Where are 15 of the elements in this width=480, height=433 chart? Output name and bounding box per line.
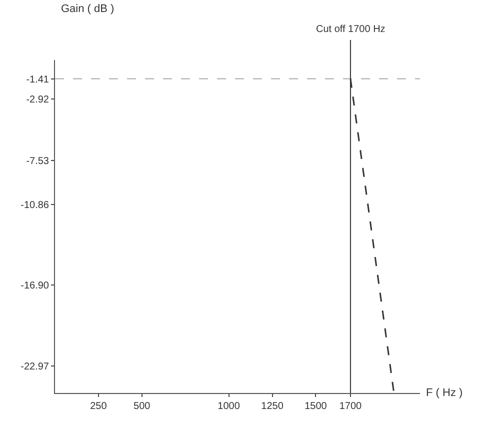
- x-tick-label: 1700: [339, 401, 362, 412]
- x-tick-label: 250: [90, 401, 108, 412]
- x-tick-label: 1500: [304, 401, 328, 412]
- x-tick-label: 500: [134, 401, 151, 412]
- x-tick-label: 1000: [218, 401, 240, 412]
- y-axis-title: Gain ( dB ): [61, 3, 114, 15]
- x-axis-title: F ( Hz ): [426, 387, 463, 399]
- y-tick-label: -1.41: [26, 74, 50, 86]
- y-tick-label: -22.97: [20, 361, 50, 372]
- y-tick-label: -7.53: [26, 156, 50, 167]
- y-tick-label: -16.90: [20, 280, 50, 292]
- ref-line-label: Cut off 1700 Hz: [316, 24, 386, 35]
- y-tick-label: -2.92: [26, 94, 50, 106]
- y-tick-label: -10.86: [20, 200, 50, 212]
- x-tick-label: 1250: [261, 401, 284, 412]
